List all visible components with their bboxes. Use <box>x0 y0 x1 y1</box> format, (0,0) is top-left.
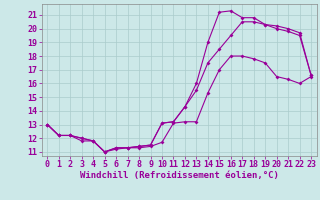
X-axis label: Windchill (Refroidissement éolien,°C): Windchill (Refroidissement éolien,°C) <box>80 171 279 180</box>
